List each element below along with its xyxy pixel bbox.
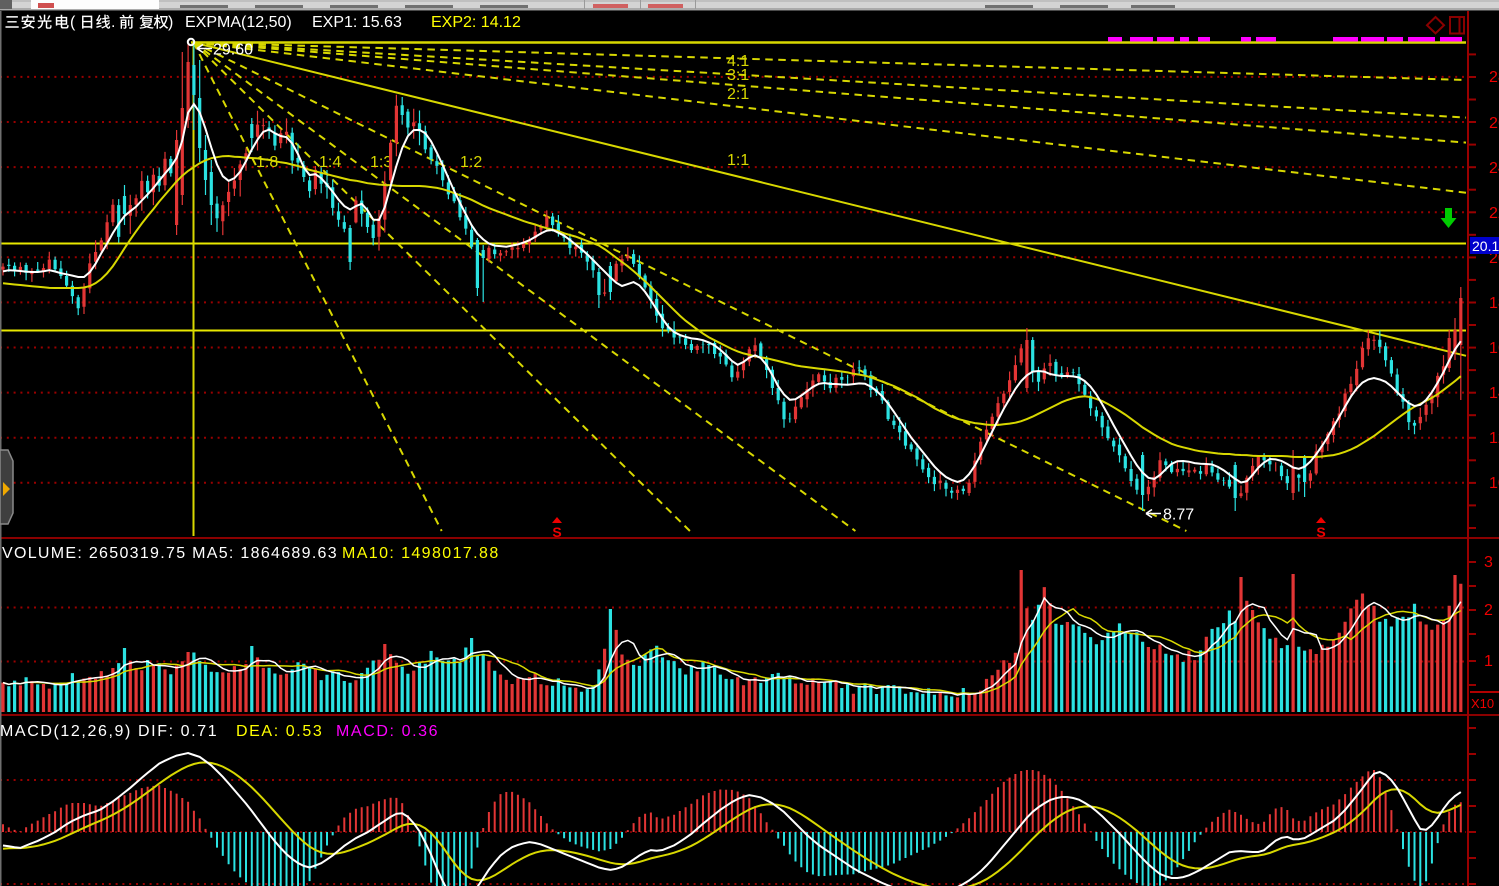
svg-text:2:1: 2:1 (727, 86, 749, 103)
svg-text:DEA: 0.53: DEA: 0.53 (236, 723, 323, 740)
svg-text:MA10: 1498017.88: MA10: 1498017.88 (342, 545, 500, 562)
svg-text:29.60: 29.60 (213, 42, 253, 59)
svg-text:22.00: 22.00 (1489, 205, 1499, 222)
svg-text:X10: X10 (1471, 696, 1494, 711)
svg-text:16.00: 16.00 (1489, 340, 1499, 357)
svg-text:EXP1: 15.63: EXP1: 15.63 (312, 14, 402, 31)
svg-text:S: S (1316, 524, 1325, 540)
svg-text:24.00: 24.00 (1489, 160, 1499, 177)
svg-text:1: 1 (1484, 653, 1493, 670)
svg-text:3: 3 (1484, 554, 1493, 571)
svg-text:1:3: 1:3 (370, 154, 392, 171)
svg-text:14.00: 14.00 (1489, 385, 1499, 402)
svg-text:VOLUME: 2650319.75 MA5: 186468: VOLUME: 2650319.75 MA5: 1864689.63 (2, 545, 338, 562)
svg-text:1:8: 1:8 (256, 154, 278, 171)
svg-text:EXPMA(12,50): EXPMA(12,50) (185, 14, 292, 31)
svg-text:12.00: 12.00 (1489, 430, 1499, 447)
svg-text:26.00: 26.00 (1489, 115, 1499, 132)
svg-text:18.00: 18.00 (1489, 295, 1499, 312)
svg-text:1:1: 1:1 (727, 152, 749, 169)
svg-text:MACD(12,26,9) DIF: 0.71: MACD(12,26,9) DIF: 0.71 (0, 723, 218, 740)
svg-text:3:1: 3:1 (727, 67, 749, 84)
svg-text:(: ( (70, 14, 76, 31)
svg-text:1:4: 1:4 (319, 154, 341, 171)
svg-text:4:1: 4:1 (727, 53, 749, 70)
svg-text:EXP2: 14.12: EXP2: 14.12 (431, 14, 521, 31)
svg-text:8.77: 8.77 (1163, 507, 1194, 524)
svg-text:28.00: 28.00 (1489, 69, 1499, 86)
svg-text:S: S (552, 524, 561, 540)
svg-text:MACD: 0.36: MACD: 0.36 (336, 723, 439, 740)
svg-text:): ) (168, 14, 173, 31)
svg-text:1:2: 1:2 (460, 154, 482, 171)
svg-text:20.00: 20.00 (1489, 250, 1499, 267)
svg-text:20.17: 20.17 (1472, 238, 1499, 254)
svg-text:.: . (111, 14, 115, 31)
svg-text:10.00: 10.00 (1489, 475, 1499, 492)
svg-text:2: 2 (1484, 602, 1493, 619)
